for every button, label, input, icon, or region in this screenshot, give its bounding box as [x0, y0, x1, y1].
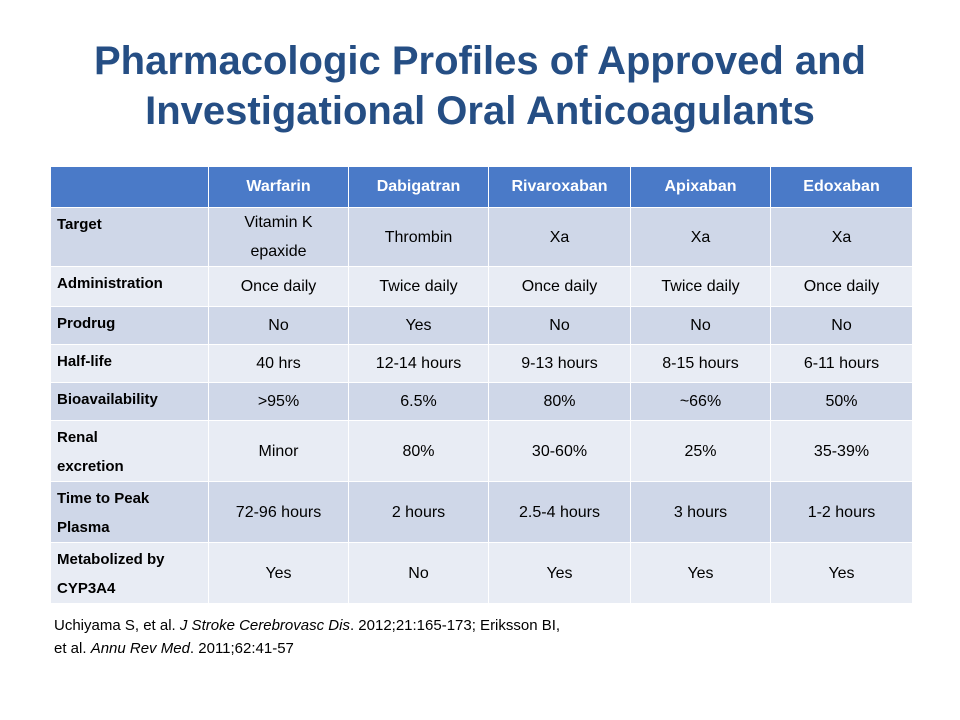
- table-cell: 6.5%: [348, 382, 489, 421]
- table-cell: 8-15 hours: [630, 344, 771, 383]
- table-cell: Minor: [208, 420, 349, 482]
- table-cell: Vitamin K epaxide: [208, 207, 349, 267]
- table-cell: Twice daily: [348, 266, 489, 307]
- row-label: Time to Peak Plasma: [50, 481, 209, 543]
- column-header: Edoxaban: [770, 166, 913, 208]
- slide-title: Pharmacologic Profiles of Approved and I…: [30, 36, 930, 136]
- table-cell: Yes: [770, 542, 913, 604]
- table-cell: 80%: [488, 382, 631, 421]
- slide-title-line-1: Pharmacologic Profiles of Approved and: [94, 39, 866, 83]
- table-row: Prodrug No Yes No No No: [50, 306, 913, 345]
- table-cell: Once daily: [488, 266, 631, 307]
- table-cell: No: [630, 306, 771, 345]
- column-header: Warfarin: [208, 166, 349, 208]
- citation-text: et al.: [54, 640, 91, 657]
- table-cell: Yes: [630, 542, 771, 604]
- table-cell: 6-11 hours: [770, 344, 913, 383]
- table-header-row: Warfarin Dabigatran Rivaroxaban Apixaban…: [50, 166, 913, 208]
- table-cell: 9-13 hours: [488, 344, 631, 383]
- table-row: Half-life 40 hrs 12-14 hours 9-13 hours …: [50, 344, 913, 383]
- table-cell: No: [488, 306, 631, 345]
- slide-title-line-2: Investigational Oral Anticoagulants: [145, 89, 815, 133]
- column-header: Apixaban: [630, 166, 771, 208]
- table-cell: Twice daily: [630, 266, 771, 307]
- table-cell: 40 hrs: [208, 344, 349, 383]
- citation-text: . 2011;62:41-57: [189, 640, 294, 657]
- table-row: Metabolized by CYP3A4 Yes No Yes Yes Yes: [50, 542, 913, 604]
- row-label: Half-life: [50, 344, 209, 383]
- table-cell: Once daily: [770, 266, 913, 307]
- table-row: Time to Peak Plasma 72-96 hours 2 hours …: [50, 481, 913, 543]
- table-cell: >95%: [208, 382, 349, 421]
- row-label: Bioavailability: [50, 382, 209, 421]
- table-cell: Thrombin: [348, 207, 489, 267]
- table-row: Renal excretion Minor 80% 30-60% 25% 35-…: [50, 420, 913, 482]
- citation-text: Uchiyama S, et al.: [54, 617, 180, 634]
- table-cell: 25%: [630, 420, 771, 482]
- row-label: Renal excretion: [50, 420, 209, 482]
- table-row: Administration Once daily Twice daily On…: [50, 266, 913, 307]
- column-header: Rivaroxaban: [488, 166, 631, 208]
- table-cell: No: [770, 306, 913, 345]
- row-label: Metabolized by CYP3A4: [50, 542, 209, 604]
- table-corner-cell: [50, 166, 209, 208]
- table-cell: 35-39%: [770, 420, 913, 482]
- table-cell: Yes: [488, 542, 631, 604]
- table-cell: 2.5-4 hours: [488, 481, 631, 543]
- citation: Uchiyama S, et al. J Stroke Cerebrovasc …: [54, 614, 734, 660]
- table-row: Bioavailability >95% 6.5% 80% ~66% 50%: [50, 382, 913, 421]
- table-cell: Xa: [770, 207, 913, 267]
- table-cell: Xa: [488, 207, 631, 267]
- table-cell: 3 hours: [630, 481, 771, 543]
- citation-journal: Annu Rev Med: [90, 640, 190, 657]
- table-cell: 2 hours: [348, 481, 489, 543]
- row-label: Prodrug: [50, 306, 209, 345]
- table-cell: 1-2 hours: [770, 481, 913, 543]
- row-label: Target: [50, 207, 209, 267]
- table-cell: Xa: [630, 207, 771, 267]
- table-cell: Once daily: [208, 266, 349, 307]
- row-label: Administration: [50, 266, 209, 307]
- table-row: Target Vitamin K epaxide Thrombin Xa Xa …: [50, 207, 913, 267]
- table-cell: 72-96 hours: [208, 481, 349, 543]
- table-cell: Yes: [208, 542, 349, 604]
- citation-text: . 2012;21:165-173; Eriksson BI,: [349, 617, 561, 634]
- table-cell: No: [348, 542, 489, 604]
- table-cell: ~66%: [630, 382, 771, 421]
- column-header: Dabigatran: [348, 166, 489, 208]
- table-cell: 50%: [770, 382, 913, 421]
- citation-journal: J Stroke Cerebrovasc Dis: [179, 617, 350, 634]
- table-cell: 80%: [348, 420, 489, 482]
- table-cell: 30-60%: [488, 420, 631, 482]
- table-cell: Yes: [348, 306, 489, 345]
- table-cell: 12-14 hours: [348, 344, 489, 383]
- table-cell: No: [208, 306, 349, 345]
- anticoagulant-table: Warfarin Dabigatran Rivaroxaban Apixaban…: [50, 166, 913, 604]
